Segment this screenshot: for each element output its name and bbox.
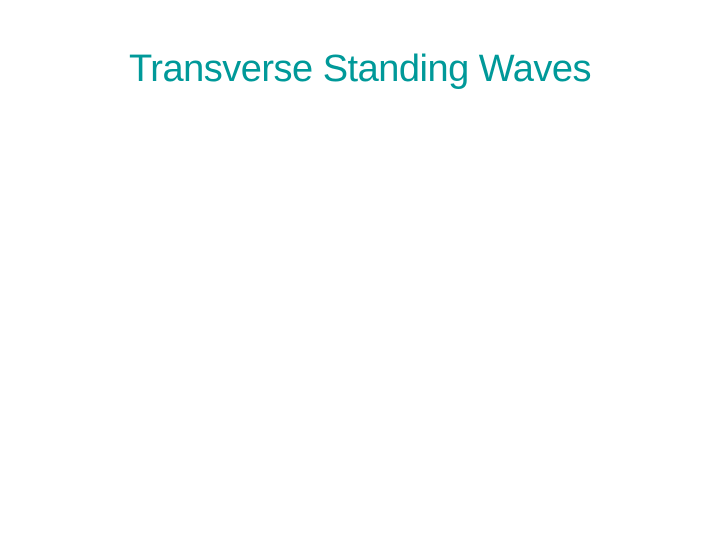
slide-container: Transverse Standing Waves <box>0 0 720 540</box>
slide-title: Transverse Standing Waves <box>0 48 720 91</box>
